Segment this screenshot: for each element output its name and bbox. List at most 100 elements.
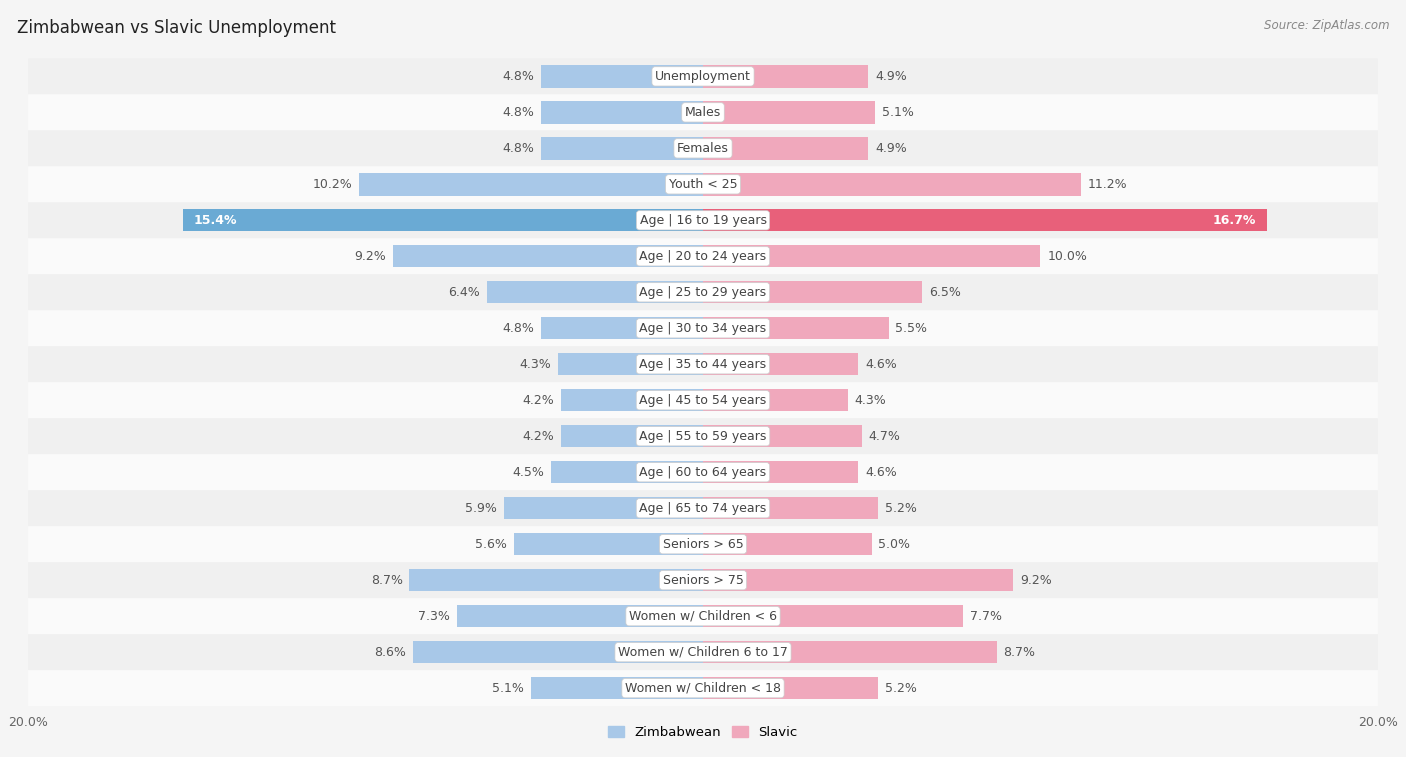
Text: 4.8%: 4.8% <box>502 322 534 335</box>
Bar <box>703 101 875 123</box>
Text: 9.2%: 9.2% <box>1021 574 1052 587</box>
Text: 4.6%: 4.6% <box>865 466 897 478</box>
Text: Age | 60 to 64 years: Age | 60 to 64 years <box>640 466 766 478</box>
FancyBboxPatch shape <box>28 634 1378 670</box>
Bar <box>703 245 1040 267</box>
FancyBboxPatch shape <box>28 130 1378 167</box>
FancyBboxPatch shape <box>28 491 1378 526</box>
Text: 4.3%: 4.3% <box>519 358 551 371</box>
Bar <box>541 65 703 88</box>
Bar <box>703 65 869 88</box>
FancyBboxPatch shape <box>28 202 1378 238</box>
Text: 16.7%: 16.7% <box>1213 213 1257 227</box>
Text: 4.8%: 4.8% <box>502 106 534 119</box>
Text: Age | 65 to 74 years: Age | 65 to 74 years <box>640 502 766 515</box>
Text: 4.9%: 4.9% <box>875 70 907 83</box>
FancyBboxPatch shape <box>28 419 1378 454</box>
Bar <box>703 173 1081 195</box>
Text: 8.6%: 8.6% <box>374 646 406 659</box>
FancyBboxPatch shape <box>28 454 1378 491</box>
Bar <box>561 425 703 447</box>
Text: Age | 45 to 54 years: Age | 45 to 54 years <box>640 394 766 407</box>
Text: Seniors > 65: Seniors > 65 <box>662 537 744 551</box>
Bar <box>359 173 703 195</box>
Text: 5.2%: 5.2% <box>886 502 917 515</box>
Text: 8.7%: 8.7% <box>371 574 402 587</box>
Bar <box>703 389 848 412</box>
Bar <box>409 569 703 591</box>
Bar <box>486 281 703 304</box>
Text: 4.3%: 4.3% <box>855 394 887 407</box>
Bar <box>703 677 879 699</box>
Bar <box>558 353 703 375</box>
Bar <box>561 389 703 412</box>
FancyBboxPatch shape <box>28 310 1378 346</box>
Text: Women w/ Children 6 to 17: Women w/ Children 6 to 17 <box>619 646 787 659</box>
Text: 4.6%: 4.6% <box>865 358 897 371</box>
Bar <box>703 425 862 447</box>
Text: Females: Females <box>678 142 728 155</box>
Text: 4.7%: 4.7% <box>869 430 900 443</box>
FancyBboxPatch shape <box>28 274 1378 310</box>
Text: 7.3%: 7.3% <box>418 609 450 623</box>
FancyBboxPatch shape <box>28 58 1378 95</box>
Text: Males: Males <box>685 106 721 119</box>
Text: Source: ZipAtlas.com: Source: ZipAtlas.com <box>1264 19 1389 32</box>
Text: 15.4%: 15.4% <box>194 213 238 227</box>
Bar <box>703 641 997 663</box>
Text: 4.2%: 4.2% <box>523 430 554 443</box>
Text: Seniors > 75: Seniors > 75 <box>662 574 744 587</box>
Text: 8.7%: 8.7% <box>1004 646 1035 659</box>
Text: Women w/ Children < 18: Women w/ Children < 18 <box>626 682 780 695</box>
Text: 7.7%: 7.7% <box>970 609 1001 623</box>
Bar <box>413 641 703 663</box>
FancyBboxPatch shape <box>28 167 1378 202</box>
Bar <box>541 101 703 123</box>
Text: 10.2%: 10.2% <box>312 178 352 191</box>
Text: 5.5%: 5.5% <box>896 322 928 335</box>
Text: 5.1%: 5.1% <box>492 682 524 695</box>
Text: 4.8%: 4.8% <box>502 70 534 83</box>
Bar <box>703 569 1014 591</box>
FancyBboxPatch shape <box>28 526 1378 562</box>
Bar <box>703 353 858 375</box>
Bar <box>503 497 703 519</box>
Text: 6.5%: 6.5% <box>929 286 960 299</box>
Bar <box>703 317 889 339</box>
FancyBboxPatch shape <box>28 598 1378 634</box>
Text: 4.8%: 4.8% <box>502 142 534 155</box>
Text: 4.5%: 4.5% <box>513 466 544 478</box>
Text: Age | 20 to 24 years: Age | 20 to 24 years <box>640 250 766 263</box>
Text: Age | 25 to 29 years: Age | 25 to 29 years <box>640 286 766 299</box>
Text: 6.4%: 6.4% <box>449 286 481 299</box>
Bar <box>541 137 703 160</box>
Bar <box>703 461 858 484</box>
FancyBboxPatch shape <box>28 382 1378 419</box>
Bar <box>531 677 703 699</box>
Text: Women w/ Children < 6: Women w/ Children < 6 <box>628 609 778 623</box>
Text: Youth < 25: Youth < 25 <box>669 178 737 191</box>
Text: Age | 35 to 44 years: Age | 35 to 44 years <box>640 358 766 371</box>
Text: 11.2%: 11.2% <box>1088 178 1128 191</box>
FancyBboxPatch shape <box>28 95 1378 130</box>
FancyBboxPatch shape <box>28 346 1378 382</box>
Text: 5.6%: 5.6% <box>475 537 508 551</box>
Bar <box>515 533 703 556</box>
Text: 5.9%: 5.9% <box>465 502 498 515</box>
Text: Age | 55 to 59 years: Age | 55 to 59 years <box>640 430 766 443</box>
Text: Unemployment: Unemployment <box>655 70 751 83</box>
FancyBboxPatch shape <box>28 238 1378 274</box>
Bar <box>703 209 1267 232</box>
Text: 4.9%: 4.9% <box>875 142 907 155</box>
Text: 4.2%: 4.2% <box>523 394 554 407</box>
Legend: Zimbabwean, Slavic: Zimbabwean, Slavic <box>603 721 803 744</box>
Bar <box>703 533 872 556</box>
Bar <box>703 497 879 519</box>
FancyBboxPatch shape <box>28 670 1378 706</box>
Text: 5.2%: 5.2% <box>886 682 917 695</box>
Bar <box>183 209 703 232</box>
Bar <box>703 281 922 304</box>
Text: 5.0%: 5.0% <box>879 537 911 551</box>
Text: Zimbabwean vs Slavic Unemployment: Zimbabwean vs Slavic Unemployment <box>17 19 336 37</box>
Text: Age | 30 to 34 years: Age | 30 to 34 years <box>640 322 766 335</box>
